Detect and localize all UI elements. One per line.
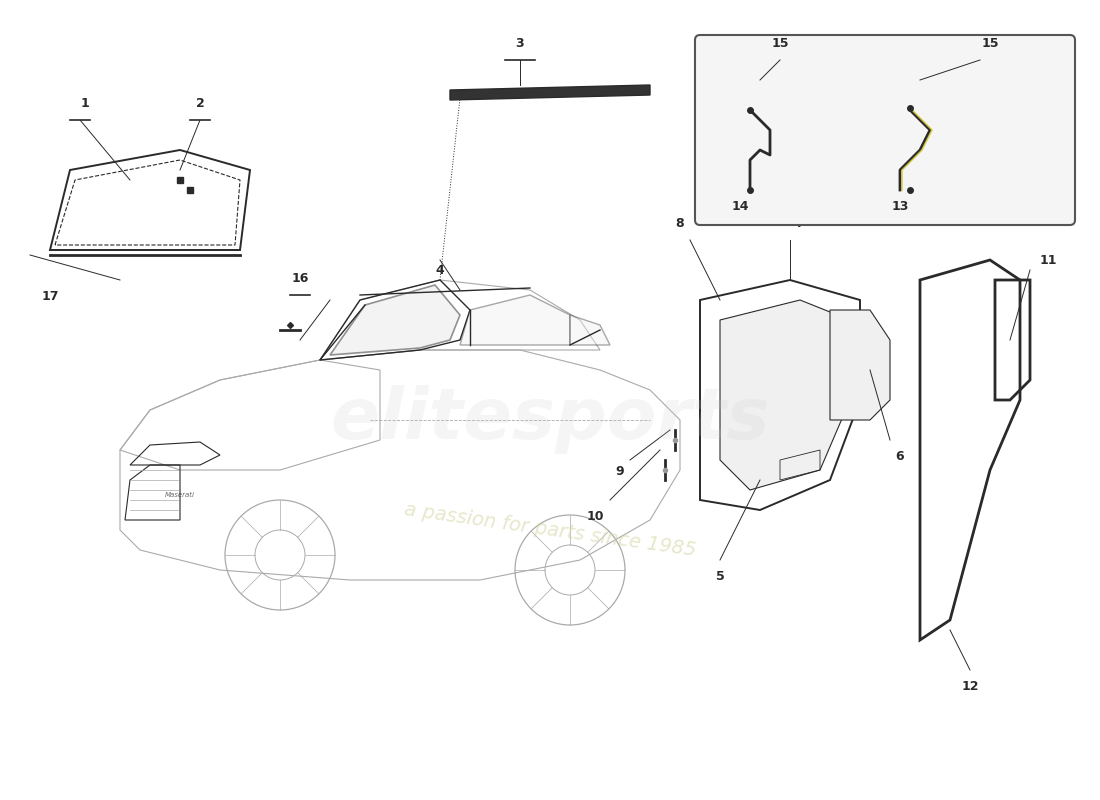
Polygon shape	[330, 285, 460, 355]
Text: 6: 6	[895, 450, 904, 463]
Text: 7: 7	[795, 217, 804, 230]
Text: Maserati: Maserati	[165, 492, 195, 498]
Text: 5: 5	[716, 570, 725, 583]
Text: 14: 14	[732, 200, 749, 213]
Text: 8: 8	[675, 217, 684, 230]
Text: 9: 9	[616, 465, 625, 478]
Text: 2: 2	[196, 97, 205, 110]
Text: 3: 3	[516, 37, 525, 50]
Text: 15: 15	[981, 37, 999, 50]
Text: 12: 12	[961, 680, 979, 693]
Polygon shape	[720, 300, 850, 490]
FancyBboxPatch shape	[695, 35, 1075, 225]
Polygon shape	[570, 315, 611, 345]
Text: 11: 11	[1040, 254, 1057, 266]
Text: 17: 17	[42, 290, 58, 303]
Text: elitesports: elitesports	[330, 386, 770, 454]
Text: 16: 16	[292, 272, 309, 285]
Text: 13: 13	[891, 200, 909, 213]
Text: 10: 10	[586, 510, 604, 523]
Polygon shape	[830, 310, 890, 420]
Polygon shape	[450, 85, 650, 100]
Text: a passion for parts since 1985: a passion for parts since 1985	[403, 500, 697, 560]
Polygon shape	[460, 295, 570, 345]
Text: 1: 1	[80, 97, 89, 110]
Text: 15: 15	[771, 37, 789, 50]
Text: 4: 4	[436, 263, 444, 277]
